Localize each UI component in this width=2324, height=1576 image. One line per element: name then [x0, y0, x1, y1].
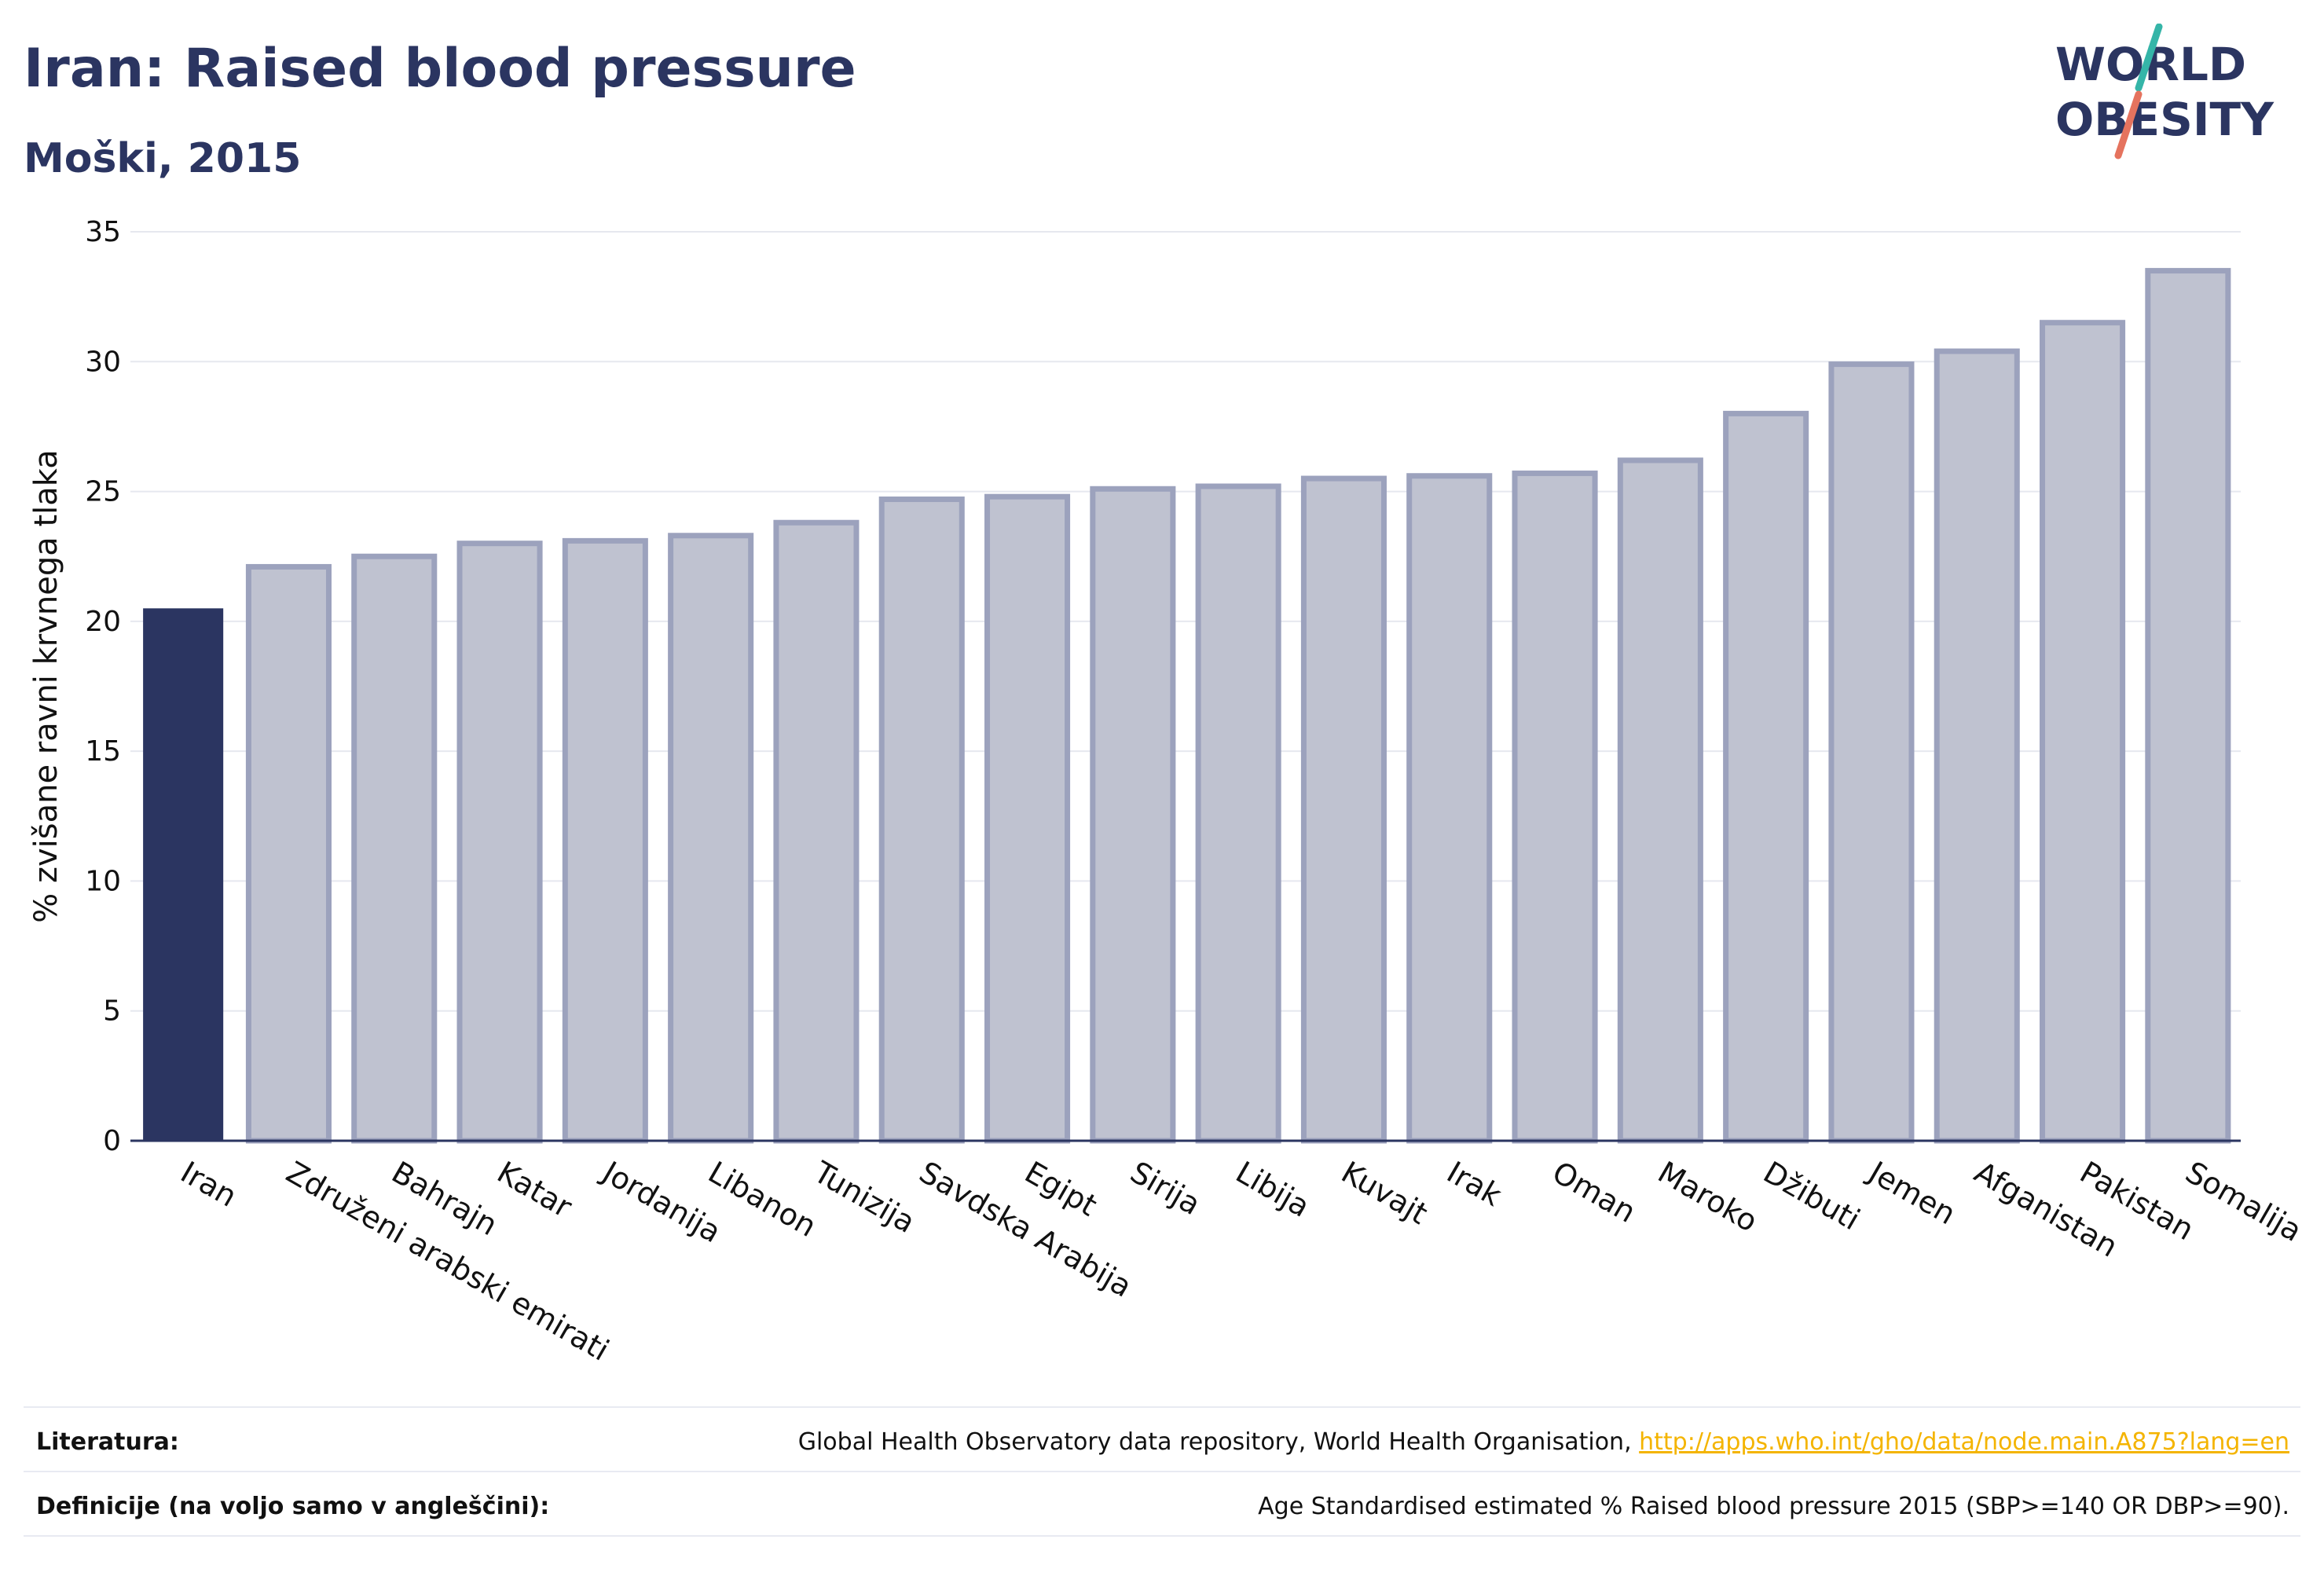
- literature-link[interactable]: http://apps.who.int/gho/data/node.main.A…: [1639, 1428, 2289, 1456]
- y-tick-label: 35: [85, 216, 121, 248]
- x-tick-label: Sirija: [1124, 1155, 1206, 1222]
- bar-združeni-arabski-emirati: [245, 563, 332, 1144]
- footer-divider-bottom: [24, 1535, 2300, 1537]
- bar-maroko: [1617, 457, 1703, 1144]
- bar-iran: [143, 608, 224, 1141]
- y-tick-label: 10: [85, 865, 121, 897]
- y-tick-label: 25: [85, 476, 121, 508]
- x-tick-label: Oman: [1547, 1155, 1642, 1230]
- bar-somalija: [2145, 268, 2231, 1144]
- bar-džibuti: [1723, 410, 1809, 1144]
- bar-pakistan: [2040, 320, 2126, 1144]
- chart-title: Iran: Raised blood pressure: [24, 38, 856, 100]
- x-tick-label: Somalija: [2179, 1155, 2308, 1248]
- bar-libija: [1195, 483, 1281, 1144]
- bar-libanon: [668, 533, 754, 1144]
- bar-egipt: [984, 493, 1071, 1144]
- x-tick-label: Maroko: [1652, 1155, 1764, 1239]
- logo-slash-teal: [2135, 24, 2163, 92]
- y-tick-label: 30: [85, 346, 121, 378]
- logo-slash-coral: [2114, 90, 2143, 159]
- y-tick-label: 20: [85, 606, 121, 638]
- y-axis-title: % zvišane ravni krvnega tlaka: [28, 449, 64, 922]
- x-tick-label: Tunizija: [808, 1154, 922, 1240]
- definitions-text: Age Standardised estimated % Raised bloo…: [1258, 1493, 2289, 1520]
- world-obesity-logo: WORLD OBESITY: [2055, 24, 2275, 159]
- bar-savdska-arabija: [878, 496, 965, 1144]
- y-tick-label: 15: [85, 735, 121, 768]
- x-tick-label: Katar: [492, 1155, 578, 1225]
- bar-oman: [1512, 470, 1598, 1144]
- x-tick-label: Jemen: [1862, 1154, 1962, 1232]
- y-tick-label: 5: [103, 995, 121, 1028]
- x-tick-label: Jordanija: [596, 1154, 727, 1250]
- footer-divider-top: [24, 1406, 2300, 1408]
- bar-afganistan: [1934, 348, 2020, 1144]
- literature-label: Literatura:: [36, 1428, 179, 1456]
- x-tick-label: Irak: [1441, 1155, 1507, 1213]
- bar-sirija: [1090, 486, 1176, 1144]
- literature-text: Global Health Observatory data repositor…: [798, 1428, 2289, 1456]
- bar-jemen: [1828, 361, 1915, 1144]
- bar-jordanija: [562, 537, 648, 1144]
- bar-chart: 0 5 10 15 20 25 30 35 % zvišane ravni krvnega tl…: [28, 216, 2308, 1368]
- chart-subtitle: Moški, 2015: [24, 135, 302, 182]
- bar-kuvajt: [1300, 475, 1387, 1144]
- literature-source: Global Health Observatory data repositor…: [797, 1428, 1640, 1456]
- bar-katar: [456, 541, 543, 1144]
- logo-obesity-text: OBESITY: [2055, 93, 2275, 146]
- definitions-label: Definicije (na voljo samo v angleščini):: [36, 1493, 550, 1520]
- bar-irak: [1406, 473, 1493, 1144]
- x-tick-label: Džibuti: [1758, 1155, 1866, 1237]
- bar-bahrajn: [351, 553, 438, 1144]
- x-tick-label: Libija: [1230, 1155, 1316, 1224]
- y-tick-label: 0: [103, 1125, 121, 1157]
- x-tick-label: Kuvajt: [1336, 1155, 1433, 1231]
- x-tick-label: Iran: [175, 1155, 243, 1214]
- footer-divider-middle: [24, 1471, 2300, 1472]
- bar-tunizija: [773, 519, 860, 1144]
